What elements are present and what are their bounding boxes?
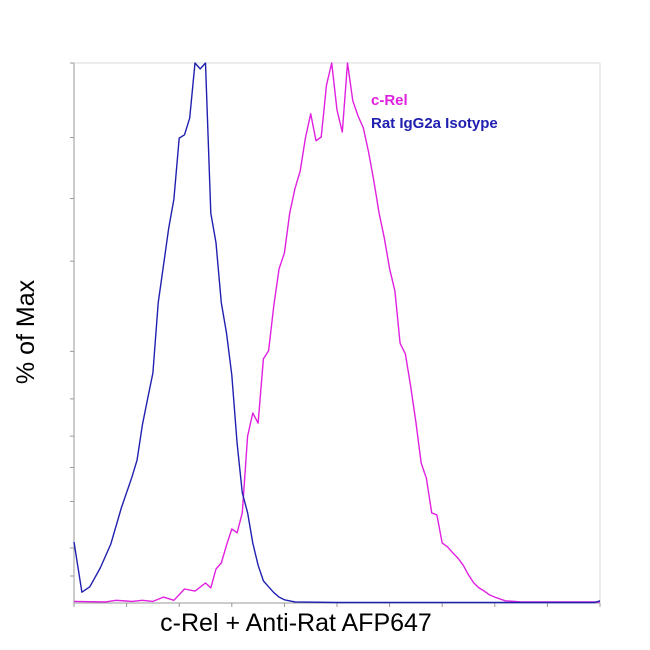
y-axis-label: % of Max (12, 279, 40, 384)
plot-frame (73, 62, 601, 604)
series-group (73, 62, 601, 604)
x-axis-label: c-Rel + Anti-Rat AFP647 (160, 609, 432, 637)
series-line-isotype (73, 62, 601, 604)
series-line-c-rel (73, 62, 600, 603)
y-axis-ticks (70, 62, 74, 577)
legend-entry-c-rel: c-Rel (371, 92, 408, 109)
x-axis-ticks (73, 603, 601, 607)
legend-entry-isotype: Rat IgG2a Isotype (371, 115, 498, 132)
